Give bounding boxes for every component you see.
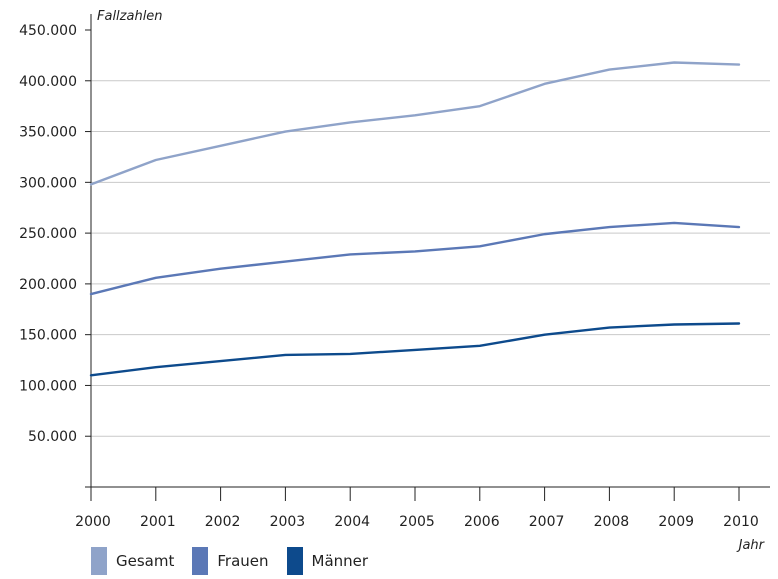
x-tick-label: 2010 [723,514,759,530]
x-axis-title: Jahr [736,538,766,553]
y-tick-label: 100.000 [19,378,77,394]
legend-swatch [91,547,107,575]
legend-item-maenner: Männer [286,547,369,575]
series-line-frauen [89,221,741,296]
x-tick-label: 2000 [75,514,111,530]
legend-label: Männer [311,552,369,570]
x-tick-label: 2007 [529,514,565,530]
y-tick-label: 350.000 [19,125,77,141]
legend-item-gesamt: Gesamt [91,547,174,575]
x-tick-label: 2006 [464,514,500,530]
x-axis: 2000 2001 2002 2003 2004 2005 2006 2007 2008 2009… [75,486,770,530]
legend-swatch [192,547,209,575]
x-tick-label: 2009 [658,514,694,530]
series-lines [89,61,741,377]
gridlines [91,80,770,437]
y-tick-label: 300.000 [19,175,77,191]
legend-swatch [286,547,303,575]
y-tick-label: 250.000 [19,226,77,242]
y-tick-label: 450.000 [19,23,77,39]
x-tick-label: 2004 [334,514,370,530]
y-axis-title: Fallzahlen [97,9,163,24]
x-tick-label: 2001 [140,514,176,530]
series-line-gesamt [89,61,741,186]
x-tick-label: 2002 [205,514,241,530]
y-tick-label: 150.000 [19,328,77,344]
y-tick-label: 400.000 [19,74,77,90]
legend-label: Frauen [217,552,269,570]
series-line-mnner [89,322,741,377]
x-tick-label: 2008 [594,514,630,530]
legend-item-frauen: Frauen [192,547,269,575]
x-tick-label: 2003 [270,514,306,530]
legend: Gesamt Frauen Männer [91,547,386,575]
y-tick-label: 200.000 [19,277,77,293]
y-tick-label: 50.000 [28,429,77,445]
y-axis: 450.000 400.000 350.000 300.000 250.000 200.0… [19,14,92,500]
x-tick-label: 2005 [399,514,435,530]
legend-label: Gesamt [116,552,175,570]
